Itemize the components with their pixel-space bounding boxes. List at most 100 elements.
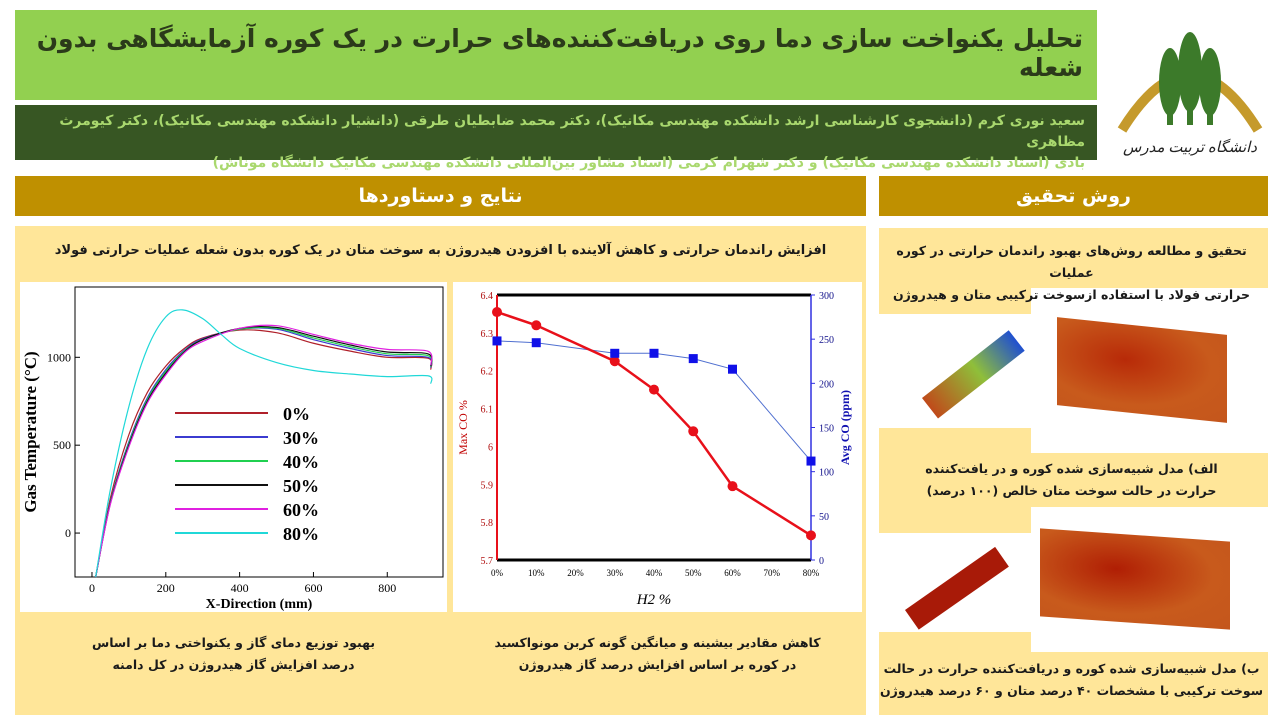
box-tab (879, 428, 1031, 453)
x-tick-label: 60% (724, 568, 741, 578)
y2-tick-label: 300 (819, 291, 834, 302)
method-intro-box (879, 228, 1268, 288)
caption-a-box (879, 453, 1268, 507)
legend-label: 60% (283, 500, 319, 520)
x-tick-label: 20% (567, 568, 584, 578)
avg-co-point (531, 338, 541, 348)
legend-label: 80% (283, 524, 319, 544)
y2-tick-label: 200 (819, 379, 834, 390)
plot-frame (74, 286, 444, 578)
avg-co-point (688, 354, 698, 364)
authors-line-1: سعید نوری کرم (دانشجوی کارشناسی ارشد دان… (59, 113, 1085, 150)
avg-co-point (610, 348, 620, 358)
y-tick-label: 5.7 (481, 556, 494, 567)
furnace-model-b (1040, 528, 1230, 630)
x-tick-label: 40% (646, 568, 663, 578)
university-logo: دانشگاه تربیت مدرس (1110, 10, 1270, 160)
heat-receiver-model-a (922, 330, 1025, 419)
caption-b-box (879, 652, 1268, 715)
y2-tick-label: 150 (819, 424, 834, 435)
y-tick-label: 500 (53, 438, 71, 452)
y-tick-label: 6 (488, 442, 493, 453)
avg-co-point (649, 348, 659, 358)
max-co-point (727, 481, 738, 492)
avg-co-line (496, 340, 812, 462)
y-axis-label: Max CO % (456, 400, 470, 455)
box-tab (879, 632, 1031, 652)
authors: سعید نوری کرم (دانشجوی کارشناسی ارشد دان… (15, 105, 1097, 171)
method-intro: تحقیق و مطالعه روش‌های بهبود راندمان حرا… (879, 240, 1264, 306)
y2-tick-label: 100 (819, 468, 834, 479)
max-co-point (492, 307, 502, 318)
series-line-0% (95, 329, 433, 578)
results-subtitle: افزایش راندمان حرارتی و کاهش آلاینده با … (54, 243, 827, 258)
caption-line: حرارت در حالت سوخت متان خالص (۱۰۰ درصد) (926, 483, 1217, 498)
avg-co-point (728, 364, 737, 374)
poster-title: تحلیل یکنواخت سازی دما روی دریافت‌کننده‌… (15, 10, 1097, 100)
max-co-point (531, 320, 542, 331)
legend-label: 0% (283, 404, 310, 424)
y-tick-label: 5.8 (481, 518, 494, 529)
furnace-model-a (1057, 317, 1227, 423)
avg-co-point (492, 336, 502, 346)
y2-tick-label: 250 (819, 335, 834, 346)
x-tick-label: 0 (89, 581, 95, 595)
series-line-60% (95, 324, 433, 578)
results-header: نتایج و دستاوردها (15, 176, 866, 216)
caption-b: ب) مدل شبیه‌سازی شده کوره و دریافت‌کننده… (879, 658, 1264, 702)
caption-a: الف) مدل شبیه‌سازی شده کوره و در یافت‌کن… (879, 458, 1264, 502)
x-tick-label: 800 (378, 581, 396, 595)
caption-line: درصد افزایش گاز هیدروژن در کل دامنه (112, 657, 355, 672)
heat-receiver-model-b (905, 546, 1009, 630)
x-axis-label: X-Direction (mm) (206, 597, 313, 612)
authors-line-2: بادی (استاد دانشکده مهندسی مکانیک) و دکت… (212, 155, 1085, 171)
svg-text:دانشگاه تربیت مدرس: دانشگاه تربیت مدرس (1123, 138, 1257, 156)
y2-tick-label: 0 (819, 556, 824, 567)
y-tick-label: 6.3 (481, 329, 494, 340)
series-line-80% (95, 309, 433, 578)
x-tick-label: 50% (685, 568, 702, 578)
y-tick-label: 5.9 (481, 480, 494, 491)
max-co-point (609, 356, 620, 367)
x-tick-label: 70% (764, 568, 781, 578)
series-line-40% (95, 326, 433, 578)
max-co-point (688, 426, 699, 437)
x-tick-label: 0% (491, 568, 504, 578)
max-co-point (806, 530, 816, 541)
legend-label: 50% (283, 476, 319, 496)
series-line-30% (95, 327, 433, 578)
box-tab (879, 507, 1031, 533)
co-chart: 0% 10% 20% 30% 40% 50% 60% 70% 80% 5.7 5.8 5.9 6 6.1 6… (453, 282, 862, 612)
max-co-line (496, 310, 812, 537)
caption-line: ب) مدل شبیه‌سازی شده کوره و دریافت‌کننده… (883, 661, 1260, 676)
caption-line: سوخت ترکیبی با مشخصات ۴۰ درصد متان و ۶۰ … (879, 683, 1264, 698)
intro-line: حرارتی فولاد با استفاده ازسوخت ترکیبی مت… (893, 287, 1250, 302)
y-tick-label: 1000 (47, 350, 71, 364)
x-tick-label: 80% (803, 568, 820, 578)
avg-co-point (806, 456, 816, 466)
legend-label: 30% (283, 428, 319, 448)
y-tick-label: 6.2 (481, 367, 494, 378)
caption-temperature: بهبود توزیع دمای گاز و یکنواختی دما بر ا… (20, 632, 447, 676)
x-tick-label: 400 (231, 581, 249, 595)
y-tick-label: 6.4 (481, 291, 494, 302)
y2-axis-label: Avg CO (ppm) (838, 390, 852, 465)
caption-line: الف) مدل شبیه‌سازی شده کوره و در یافت‌کن… (925, 461, 1218, 476)
max-co-point (649, 384, 659, 395)
y-axis-label: Gas Temperature (°C) (21, 351, 40, 512)
series-line-50% (95, 325, 433, 578)
intro-line: تحقیق و مطالعه روش‌های بهبود راندمان حرا… (896, 243, 1247, 280)
caption-line: در کوره بر اساس افزایش درصد گاز هیدروژن (518, 657, 797, 672)
temperature-chart: 0 200 400 600 800 0 500 1000 X-Direction (mm) Gas… (20, 282, 447, 612)
x-tick-label: 600 (304, 581, 322, 595)
x-tick-label: 200 (157, 581, 175, 595)
box-tab (879, 288, 1031, 314)
caption-co: کاهش مقادیر بیشینه و میانگین گونه کربن م… (453, 632, 862, 676)
caption-line: کاهش مقادیر بیشینه و میانگین گونه کربن م… (494, 635, 821, 650)
y2-tick-label: 50 (819, 512, 829, 523)
caption-line: بهبود توزیع دمای گاز و یکنواختی دما بر ا… (91, 635, 376, 650)
method-header: روش تحقیق (879, 176, 1268, 216)
x-tick-label: 10% (528, 568, 545, 578)
y-tick-label: 0 (65, 526, 71, 540)
legend-label: 40% (283, 452, 319, 472)
